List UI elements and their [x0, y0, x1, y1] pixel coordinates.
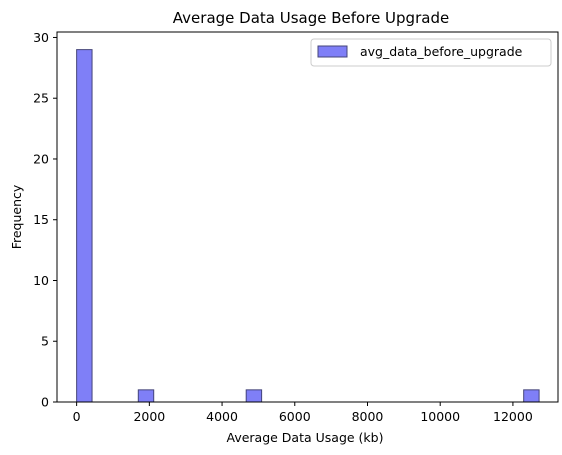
x-tick-label: 10000	[420, 409, 460, 424]
y-tick-label: 5	[41, 334, 49, 349]
x-tick-label: 8000	[352, 409, 384, 424]
chart-title: Average Data Usage Before Upgrade	[173, 9, 449, 27]
y-tick-label: 10	[33, 273, 49, 288]
x-axis-ticks: 0 2000 4000 6000 8000 10000 12000	[73, 402, 533, 424]
y-tick-label: 0	[41, 395, 49, 410]
legend-label: avg_data_before_upgrade	[360, 44, 523, 59]
x-tick-label: 6000	[279, 409, 311, 424]
x-tick-label: 2000	[133, 409, 165, 424]
y-tick-label: 15	[33, 212, 49, 227]
x-tick-label: 12000	[493, 409, 533, 424]
y-tick-label: 30	[33, 30, 49, 45]
histogram-bar-3	[523, 389, 540, 403]
x-tick-label: 0	[73, 409, 81, 424]
histogram-bar-0	[76, 49, 93, 403]
y-axis-ticks: 0 5 10 15 20 25 30	[33, 30, 57, 410]
legend-box	[310, 38, 552, 67]
x-axis-label: Average Data Usage (kb)	[227, 430, 384, 445]
y-axis-label: Frequency	[9, 184, 24, 249]
histogram-bar-1	[137, 389, 155, 403]
legend: avg_data_before_upgrade	[310, 38, 552, 67]
bars-group	[76, 49, 540, 403]
legend-swatch	[317, 45, 348, 58]
plot-frame	[56, 31, 559, 403]
y-tick-label: 20	[33, 151, 49, 166]
histogram-bar-2	[245, 389, 263, 403]
x-tick-label: 4000	[206, 409, 238, 424]
y-tick-label: 25	[33, 91, 49, 106]
